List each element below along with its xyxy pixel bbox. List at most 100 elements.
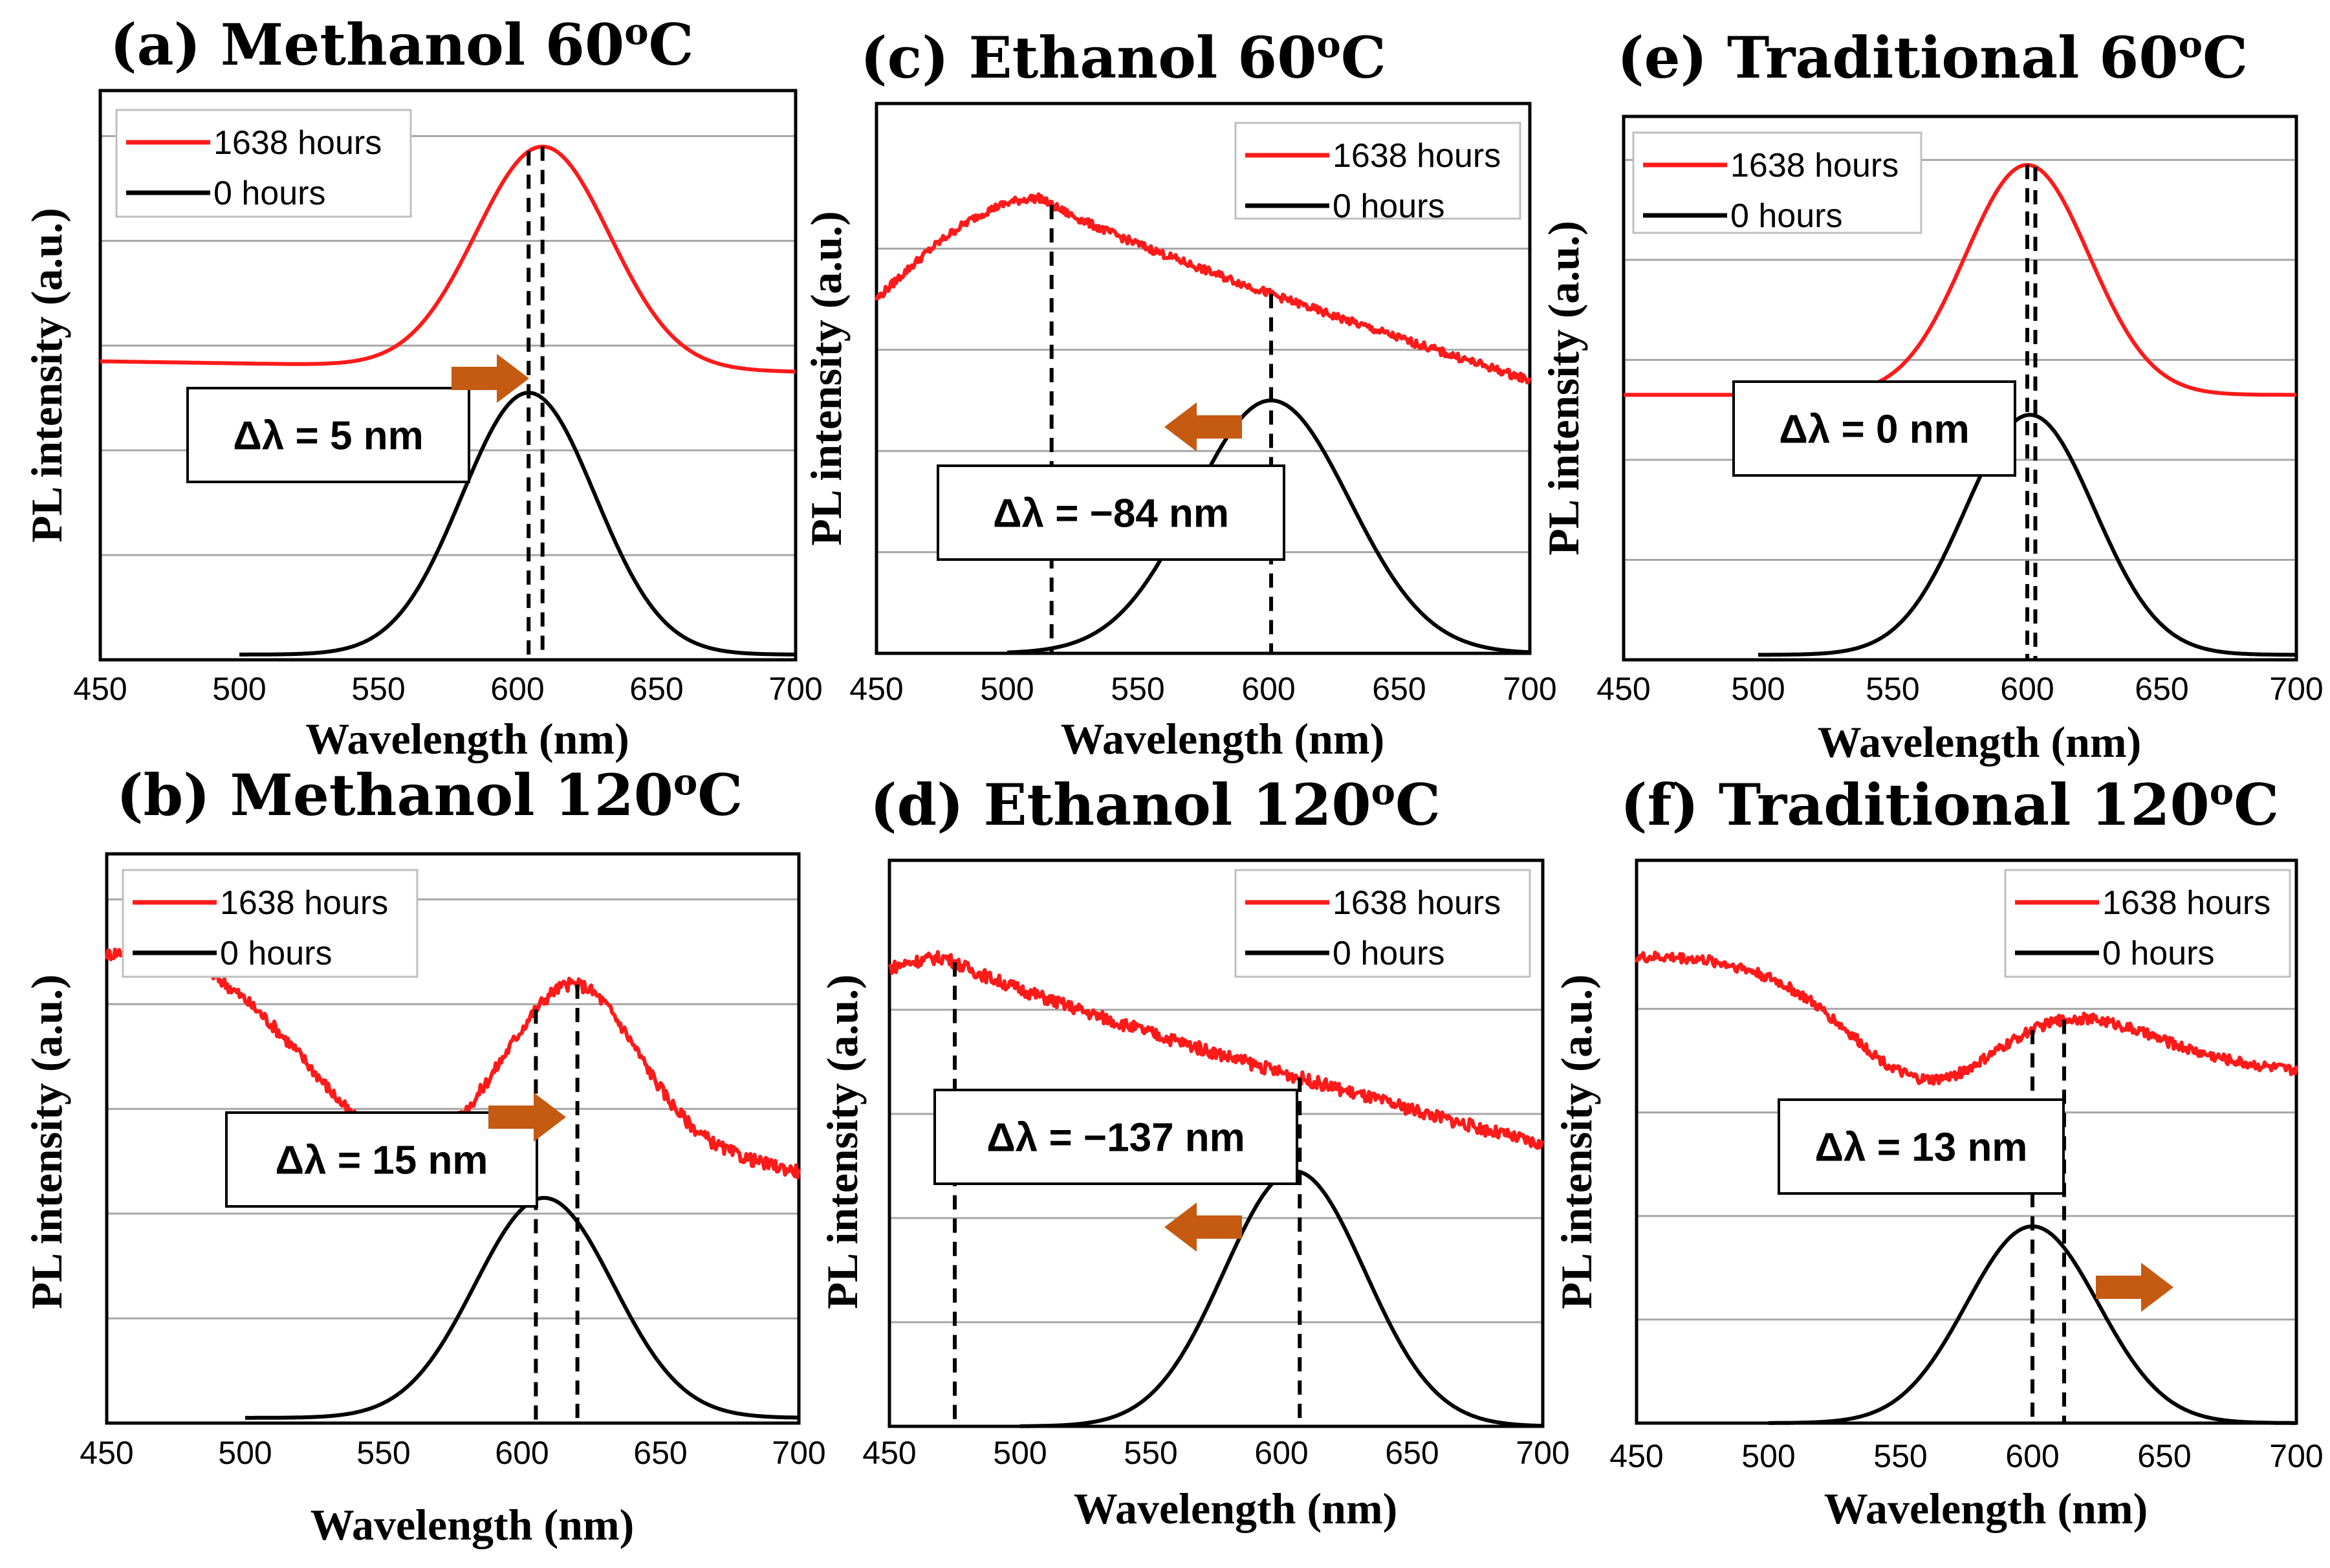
x-axis-label: Wavelength (nm) — [1074, 1484, 1398, 1533]
x-tick-label: 550 — [1866, 671, 1919, 707]
shift-label-box — [186, 387, 470, 483]
legend: 1638 hours 0 hours — [122, 869, 419, 978]
x-tick-label: 700 — [2269, 671, 2323, 707]
shift-label-box — [1732, 380, 2016, 477]
panel-title-superscript: o — [624, 10, 648, 53]
legend-entry: 1638 hours — [1333, 884, 1501, 922]
y-axis-label: PL intensity (a.u.) — [22, 208, 71, 543]
series-line-fresh — [1019, 1169, 1543, 1428]
legend-entry: 0 hours — [213, 175, 325, 212]
x-tick-label: 700 — [1516, 1435, 1569, 1471]
series-line-aged — [887, 950, 1545, 1150]
x-axis-label: Wavelength (nm) — [305, 714, 629, 763]
y-axis-label: PL intensity (a.u.) — [22, 974, 71, 1309]
y-axis-label: PL intensity (a.u.) — [1539, 221, 1588, 556]
legend-entry: 0 hours — [1730, 197, 1842, 235]
x-tick-label: 500 — [993, 1435, 1047, 1471]
x-tick-label: 600 — [495, 1435, 549, 1471]
x-tick-label: 500 — [218, 1435, 272, 1471]
shift-label: Δλ = 15 nm — [276, 1138, 488, 1183]
series-line-fresh — [1007, 398, 1530, 655]
legend-box — [122, 869, 419, 978]
panel-title: (b) Methanol 120oC — [116, 761, 743, 829]
panel-title-superscript: o — [2179, 23, 2203, 66]
panel-title: (d) Ethanol 120oC — [870, 770, 1441, 838]
panel-title-main: (d) Ethanol 120 — [870, 771, 1371, 838]
shift-arrow-icon — [2096, 1263, 2173, 1312]
x-tick-label: 650 — [2137, 1438, 2191, 1474]
x-tick-label: 700 — [772, 1435, 825, 1471]
x-tick-label: 450 — [80, 1435, 133, 1471]
series-line-fresh — [245, 1195, 800, 1420]
x-tick-label: 450 — [849, 671, 903, 707]
x-tick-label: 450 — [1596, 671, 1650, 707]
legend-entry: 0 hours — [1333, 935, 1444, 972]
x-tick-label: 600 — [490, 671, 544, 707]
x-tick-label: 500 — [980, 671, 1034, 707]
plot-frame — [1635, 858, 2298, 1425]
panel-title-main: (c) Ethanol 60 — [860, 24, 1316, 91]
x-tick-label: 550 — [1124, 1435, 1177, 1471]
shift-label-box — [1778, 1098, 2065, 1195]
x-tick-label: 500 — [212, 671, 266, 707]
shift-label-box — [937, 464, 1285, 561]
shift-arrow-icon — [1164, 402, 1242, 452]
panel-title-unit: C — [1395, 771, 1441, 838]
legend-entry: 1638 hours — [1333, 137, 1501, 175]
panel-a: (a) Methanol 60oC 450 500 550 600 650 700 Wavel… — [22, 10, 823, 763]
x-tick-label: 700 — [2269, 1438, 2323, 1474]
x-tick-label: 600 — [2005, 1438, 2059, 1474]
panel-title-main: (f) Traditional 120 — [1620, 771, 2210, 838]
x-axis-label: Wavelength (nm) — [1818, 717, 2142, 767]
legend-entry: 1638 hours — [2102, 884, 2270, 922]
x-tick-label: 700 — [768, 671, 822, 707]
panel-title: (c) Ethanol 60oC — [860, 23, 1386, 91]
x-tick-label: 550 — [351, 671, 405, 707]
shift-label-box — [225, 1111, 538, 1208]
panel-title: (e) Traditional 60oC — [1617, 23, 2248, 91]
panel-title: (a) Methanol 60oC — [110, 10, 694, 78]
shift-label: Δλ = −137 nm — [986, 1116, 1245, 1160]
panel-title-unit: C — [649, 11, 694, 78]
shift-label-box — [933, 1089, 1298, 1185]
shift-label: Δλ = 5 nm — [233, 414, 423, 459]
x-tick-label: 650 — [2135, 671, 2188, 707]
panel-d: (d) Ethanol 120oC 450 500 550 600 650 700 Wavel… — [818, 770, 1570, 1533]
legend-entry: 0 hours — [1333, 188, 1444, 225]
legend-box — [1632, 131, 1922, 234]
plot-frame — [98, 89, 798, 662]
x-tick-label: 650 — [633, 1435, 687, 1471]
panel-title-superscript: o — [673, 761, 697, 803]
panel-title-superscript: o — [2210, 770, 2234, 813]
panel-e: (e) Traditional 60oC 450 500 550 600 650 700 Wa… — [1539, 23, 2324, 767]
x-tick-label: 650 — [629, 671, 683, 707]
x-tick-label: 650 — [1372, 671, 1426, 707]
x-tick-label: 650 — [1385, 1435, 1439, 1471]
legend-box — [115, 109, 412, 218]
legend-box — [1234, 869, 1531, 978]
shift-label: Δλ = 0 nm — [1779, 408, 1969, 452]
legend-entry: 0 hours — [220, 935, 332, 972]
x-tick-label: 550 — [1873, 1438, 1927, 1474]
y-axis-label: PL intensity (a.u.) — [818, 974, 867, 1309]
x-axis-label: Wavelength (nm) — [1061, 714, 1385, 763]
legend-box — [2004, 869, 2291, 978]
panel-c: (c) Ethanol 60oC 450 500 550 600 650 700 Wavele… — [801, 23, 1557, 763]
series-line-fresh — [1768, 1224, 2297, 1425]
x-tick-label: 550 — [1111, 671, 1164, 707]
panel-title-unit: C — [2234, 771, 2279, 838]
x-tick-label: 700 — [1503, 671, 1556, 707]
x-tick-label: 500 — [1741, 1438, 1795, 1474]
series-line-fresh — [1758, 413, 2297, 657]
legend-box — [1234, 122, 1521, 220]
panel-title-unit: C — [2203, 24, 2248, 91]
y-axis-label: PL intensity (a.u.) — [801, 211, 851, 546]
x-axis-label: Wavelength (nm) — [1824, 1484, 2148, 1533]
panel-title-superscript: o — [1316, 23, 1340, 66]
panel-title-superscript: o — [1371, 770, 1395, 813]
legend-entry: 1638 hours — [220, 884, 388, 922]
legend: 1638 hours 0 hours — [1234, 122, 1521, 225]
shift-label: Δλ = 13 nm — [1815, 1126, 2028, 1170]
x-axis-label: Wavelength (nm) — [310, 1500, 635, 1549]
legend-entry: 1638 hours — [1730, 147, 1899, 184]
